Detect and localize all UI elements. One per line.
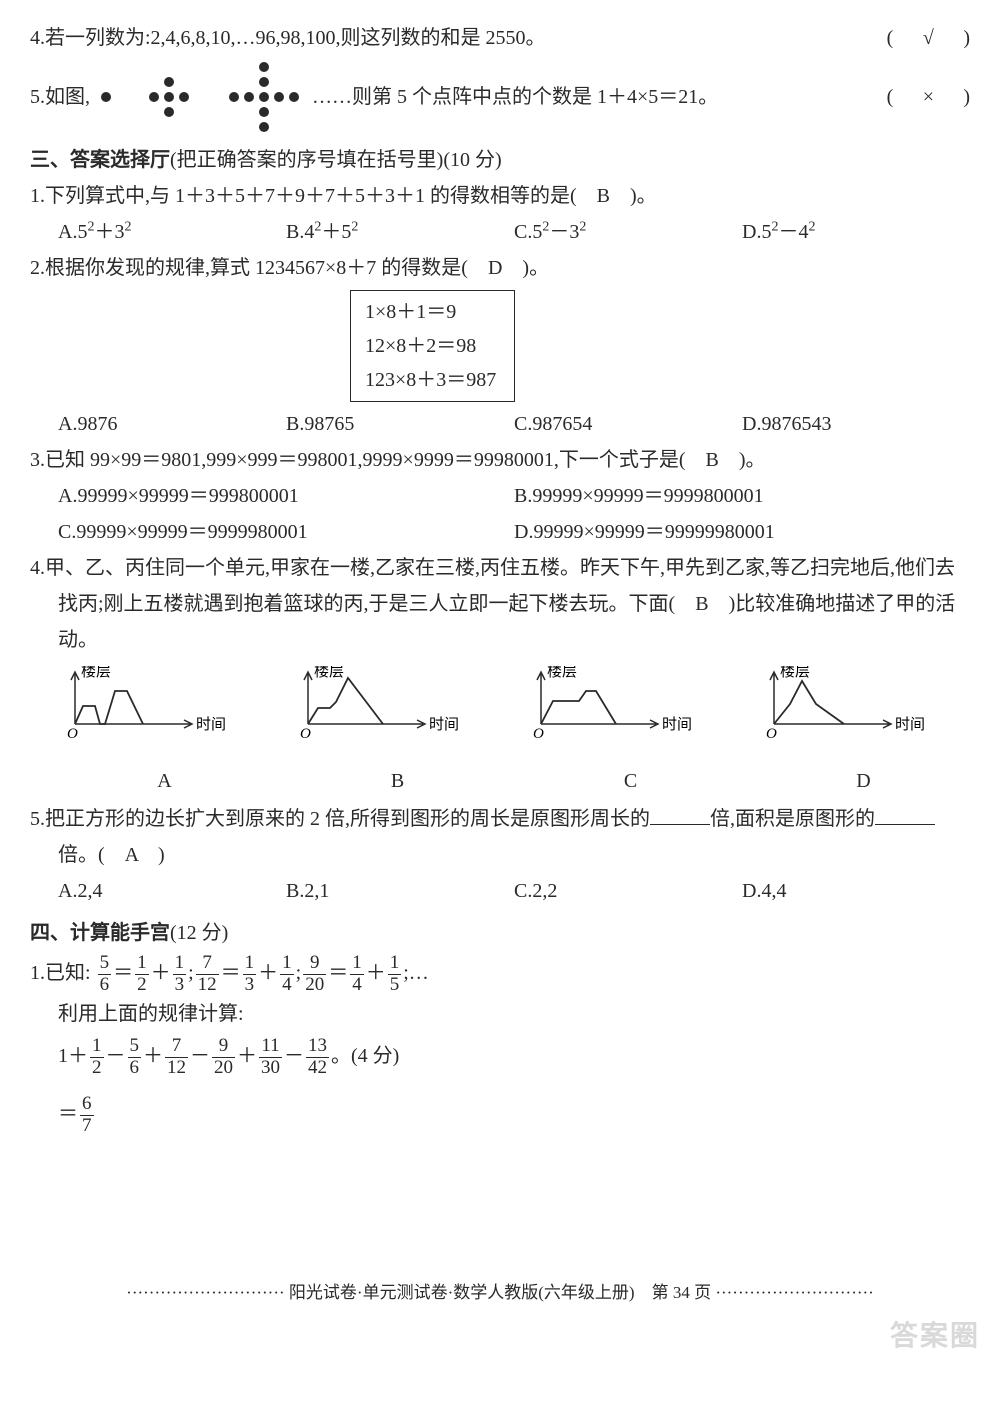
s3q2: 2.根据你发现的规律,算式 1234567×8＋7 的得数是( D )。: [30, 250, 970, 286]
chart-D: 楼层时间O D: [757, 666, 970, 799]
q4-text: 4.若一列数为:2,4,6,8,10,…96,98,100,则这列数的和是 25…: [30, 20, 887, 56]
s3q3-options-row2: C.99999×99999＝9999980001 D.99999×99999＝9…: [30, 514, 970, 550]
s3q4: 4.甲、乙、丙住同一个单元,甲家在一楼,乙家在三楼,丙住五楼。昨天下午,甲先到乙…: [30, 550, 970, 658]
section-4-heading: 四、计算能手宫(12 分): [30, 915, 970, 951]
opt-c: C.52－32: [514, 214, 742, 250]
s3q2-formula-box: 1×8＋1＝9 12×8＋2＝98 123×8＋3＝987: [350, 290, 515, 402]
true-false-q5: 5.如图, ……则第 5 个点阵中点的个数是 1＋4×5＝21。 ( × ): [30, 62, 970, 132]
q5-pre: 5.如图,: [30, 79, 90, 115]
opt-d: D.52－42: [742, 214, 970, 250]
q5-paren: ( × ): [887, 79, 970, 115]
dot-fig-3: [224, 62, 304, 132]
svg-text:时间: 时间: [196, 716, 226, 733]
dot-fig-2: [144, 62, 194, 132]
s3q5: 5.把正方形的边长扩大到原来的 2 倍,所得到图形的周长是原图形周长的倍,面积是…: [30, 801, 970, 873]
chart-C: 楼层时间O C: [524, 666, 737, 799]
page-footer: ···························· 阳光试卷·单元测试卷·…: [30, 1278, 970, 1309]
svg-text:O: O: [533, 726, 544, 742]
dot-fig-1: [98, 62, 114, 132]
chart-A: 楼层时间O A: [58, 666, 271, 799]
s4q1-expr: 1＋12－56＋712－920＋1130－1342。(4 分): [30, 1032, 970, 1080]
svg-text:时间: 时间: [662, 716, 692, 733]
chart-B: 楼层时间O B: [291, 666, 504, 799]
q5-post: ……则第 5 个点阵中点的个数是 1＋4×5＝21。: [312, 79, 718, 115]
s3q3: 3.已知 99×99＝9801,999×999＝998001,9999×9999…: [30, 442, 970, 478]
s3q5-options: A.2,4 B.2,1 C.2,2 D.4,4: [30, 873, 970, 909]
svg-text:O: O: [766, 726, 777, 742]
q4-paren: ( √ ): [887, 20, 970, 56]
s3q3-options-row1: A.99999×99999＝999800001 B.99999×99999＝99…: [30, 478, 970, 514]
s4q1-use: 利用上面的规律计算:: [30, 996, 970, 1032]
s3q2-options: A.9876 B.98765 C.987654 D.9876543: [30, 406, 970, 442]
dot-pattern-figs: [98, 62, 304, 132]
opt-a: A.52＋32: [58, 214, 286, 250]
s3q4-charts: 楼层时间O A 楼层时间O B 楼层时间O C 楼层时间O D: [30, 666, 970, 799]
opt-b: B.42＋52: [286, 214, 514, 250]
svg-text:时间: 时间: [895, 716, 925, 733]
svg-text:时间: 时间: [429, 716, 459, 733]
svg-text:楼层: 楼层: [780, 666, 810, 680]
section-3-heading: 三、答案选择厅(把正确答案的序号填在括号里)(10 分): [30, 142, 970, 178]
svg-text:O: O: [67, 726, 78, 742]
true-false-q4: 4.若一列数为:2,4,6,8,10,…96,98,100,则这列数的和是 25…: [30, 20, 970, 56]
s3q2-box-wrap: 1×8＋1＝9 12×8＋2＝98 123×8＋3＝987: [30, 286, 970, 406]
svg-text:楼层: 楼层: [81, 666, 111, 680]
svg-text:楼层: 楼层: [314, 666, 344, 680]
s3q1-options: A.52＋32 B.42＋52 C.52－32 D.52－42: [30, 214, 970, 250]
s3q1: 1.下列算式中,与 1＋3＋5＋7＋9＋7＋5＋3＋1 的得数相等的是( B )…: [30, 178, 970, 214]
svg-text:楼层: 楼层: [547, 666, 577, 680]
watermark: 答案圈: [890, 1312, 980, 1362]
svg-text:O: O: [300, 726, 311, 742]
s4q1-known: 1.已知: 56＝12＋13;712＝13＋14;920＝14＋15;…: [30, 951, 970, 996]
s4q1-ans: ＝67: [30, 1090, 970, 1138]
